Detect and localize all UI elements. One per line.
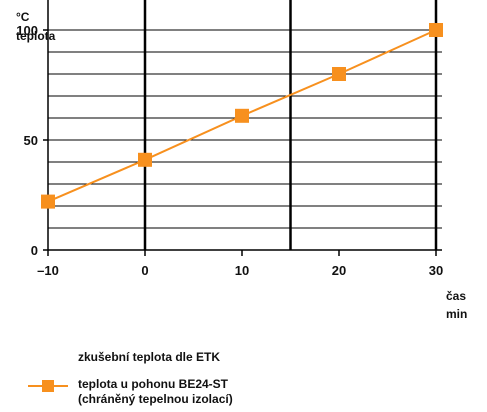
y-axis-label: teplota	[16, 29, 56, 43]
y-unit-label: °C	[16, 10, 30, 24]
x-tick-label: 10	[235, 263, 249, 278]
x-tick-label: –10	[37, 263, 59, 278]
x-axis-label: čas	[446, 289, 466, 303]
x-tick-label: 30	[429, 263, 443, 278]
y-tick-label: 50	[24, 133, 38, 148]
x-unit-label: min	[446, 307, 467, 321]
data-point	[429, 23, 443, 37]
x-tick-label: 0	[141, 263, 148, 278]
data-point	[138, 152, 152, 167]
y-tick-label: 0	[31, 243, 38, 258]
legend-series-label-line2: (chráněný tepelnou izolací)	[78, 392, 233, 406]
y-tick-labels: 0 50 100	[16, 23, 38, 258]
y-tick-label: 100	[16, 23, 38, 38]
data-point	[332, 67, 346, 81]
legend-etk-label: zkušební teplota dle ETK	[78, 350, 221, 364]
legend-series-label: teplota u pohonu BE24-ST	[78, 377, 228, 391]
data-point	[235, 108, 249, 123]
x-tick-labels: –10 0 10 20 30	[37, 263, 443, 278]
series	[41, 23, 443, 209]
grid	[48, 0, 442, 250]
axes	[43, 0, 442, 256]
legend-swatch-marker	[42, 380, 54, 392]
data-point	[41, 194, 55, 209]
legend-swatch	[28, 380, 68, 392]
x-tick-label: 20	[332, 263, 346, 278]
